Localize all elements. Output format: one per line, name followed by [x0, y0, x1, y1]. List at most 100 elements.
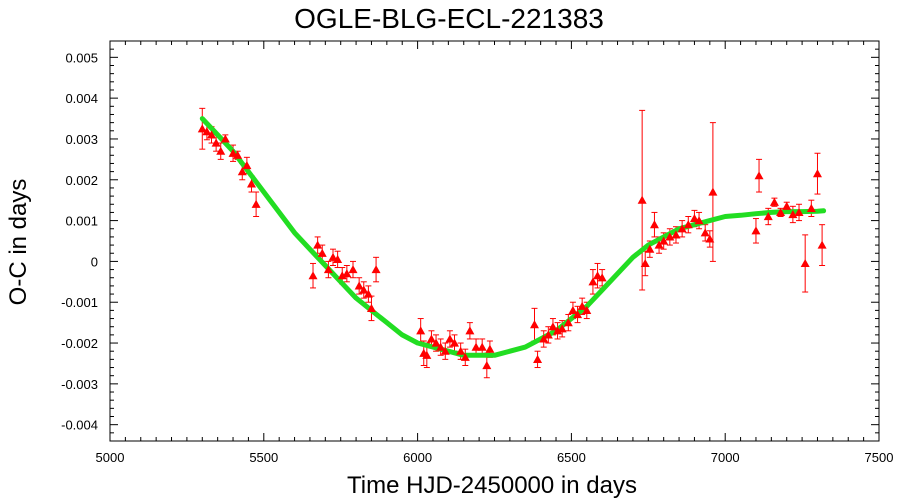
data-point	[197, 124, 207, 133]
data-point	[348, 265, 358, 274]
x-axis-label: Time HJD-2450000 in days	[347, 472, 637, 499]
data-point	[751, 226, 761, 235]
data-point	[313, 240, 323, 249]
data-point	[794, 207, 804, 217]
data-point	[568, 305, 578, 314]
data-point	[533, 354, 543, 363]
y-tick-label: 0.004	[65, 91, 98, 106]
data-point	[216, 146, 226, 155]
data-point	[363, 289, 373, 298]
data-point	[477, 342, 487, 351]
data-point	[637, 195, 647, 204]
data-point	[485, 344, 495, 353]
data-point	[597, 273, 607, 282]
y-tick-label: 0.005	[65, 50, 98, 65]
data-point	[800, 258, 810, 268]
data-point	[450, 338, 460, 347]
data-point	[233, 150, 243, 159]
data-point	[354, 281, 364, 290]
data-point	[553, 326, 563, 335]
data-point	[645, 244, 655, 253]
data-point	[654, 240, 664, 249]
chart-title: OGLE-BLG-ECL-221383	[294, 3, 604, 34]
data-point	[228, 148, 238, 157]
data-point	[776, 207, 786, 217]
y-axis-label: O-C in days	[5, 179, 32, 306]
data-point	[817, 240, 827, 249]
x-tick-label: 5500	[249, 450, 278, 465]
y-tick-label: -0.003	[61, 377, 98, 392]
data-point	[671, 230, 681, 239]
x-tick-label: 6500	[557, 450, 586, 465]
data-point	[649, 220, 659, 229]
data-point	[573, 309, 583, 319]
data-point	[548, 322, 558, 331]
data-point	[342, 269, 352, 278]
data-point	[323, 265, 333, 274]
data-point	[754, 171, 764, 180]
data-point	[211, 138, 221, 147]
data-point	[328, 252, 338, 261]
data-point	[251, 199, 261, 208]
data-point	[582, 305, 592, 314]
data-point	[431, 338, 441, 347]
data-point	[659, 236, 669, 245]
data-point	[593, 271, 603, 280]
data-point	[769, 197, 779, 206]
data-point	[337, 271, 347, 280]
data-point	[456, 346, 466, 355]
fit-curve	[199, 116, 827, 358]
data-point	[465, 326, 475, 335]
data-point	[359, 285, 369, 294]
data-point	[665, 232, 675, 241]
data-point	[436, 342, 446, 351]
x-tick-label: 5000	[96, 450, 125, 465]
y-tick-label: -0.004	[61, 418, 98, 433]
y-tick-label: -0.002	[61, 336, 98, 351]
data-point	[207, 130, 217, 139]
data-point	[563, 318, 573, 327]
data-point	[242, 160, 252, 170]
y-tick-label: 0.002	[65, 173, 98, 188]
data-point	[440, 346, 450, 355]
y-tick-label: 0	[91, 254, 98, 269]
data-point	[543, 330, 553, 339]
data-point	[308, 271, 318, 280]
data-point	[557, 324, 567, 333]
data-point	[471, 342, 481, 351]
x-tick-label: 7500	[865, 450, 894, 465]
data-point	[788, 209, 798, 219]
y-tick-label: -0.001	[61, 295, 98, 310]
data-point	[539, 334, 549, 343]
data-point	[422, 350, 432, 359]
data-point	[705, 234, 715, 243]
data-point	[588, 277, 598, 286]
plot-frame	[109, 40, 880, 442]
data-point	[694, 216, 704, 225]
y-tick-label: 0.003	[65, 132, 98, 147]
data-point	[371, 265, 381, 274]
data-point	[577, 301, 587, 310]
data-point	[202, 127, 212, 136]
data-point	[689, 214, 699, 223]
data-point	[426, 334, 436, 343]
data-point	[677, 224, 687, 233]
y-tick-label: 0.001	[65, 214, 98, 229]
data-point	[333, 254, 343, 263]
data-point	[482, 360, 492, 370]
data-point	[700, 228, 710, 237]
data-point	[317, 248, 327, 257]
data-point	[708, 187, 718, 196]
data-point	[237, 167, 247, 176]
data-point	[763, 212, 773, 221]
data-point	[445, 334, 455, 343]
x-tick-label: 6000	[403, 450, 432, 465]
data-point	[460, 352, 470, 361]
data-point	[640, 258, 650, 268]
data-point	[812, 169, 822, 178]
x-tick-label: 7000	[711, 450, 740, 465]
data-point	[416, 326, 426, 335]
data-point	[806, 203, 816, 212]
data-point	[529, 320, 539, 329]
